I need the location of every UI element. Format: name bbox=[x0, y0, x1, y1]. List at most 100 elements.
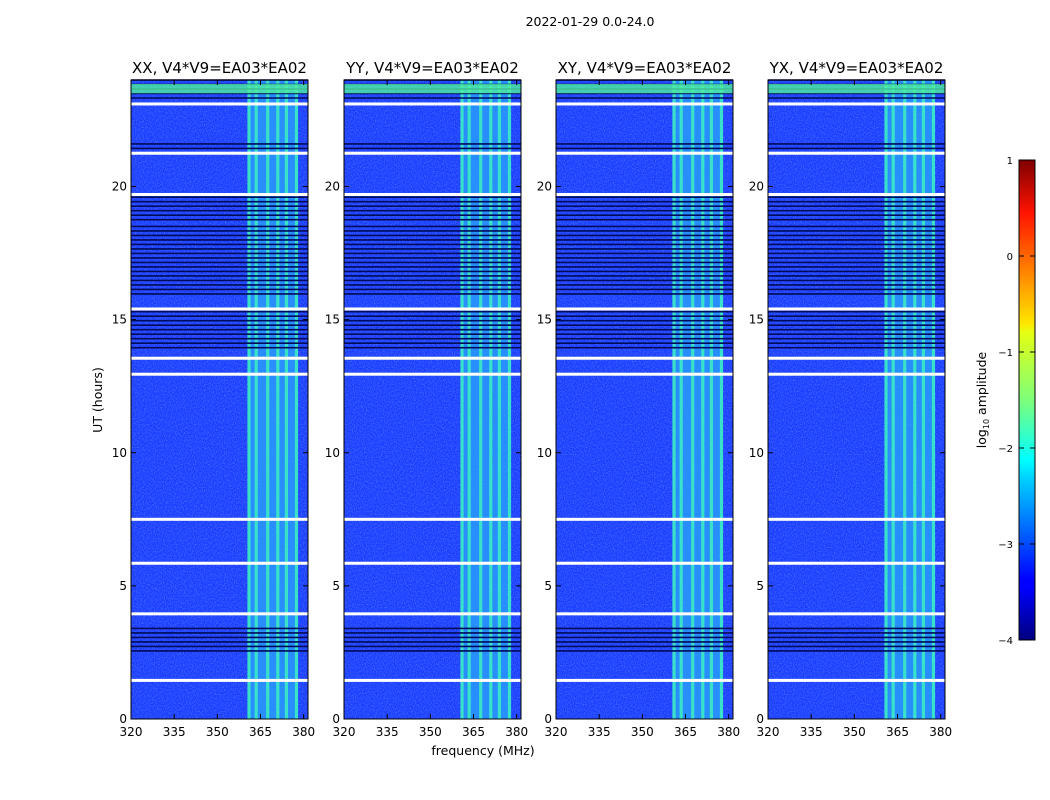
rfi-channel bbox=[921, 80, 926, 719]
colorbar-tick-label: 0 bbox=[1007, 252, 1013, 263]
flagged-row bbox=[131, 307, 308, 311]
flagged-row bbox=[768, 307, 945, 311]
colorbar-gradient bbox=[1018, 159, 1036, 641]
x-tick-label: 320 bbox=[120, 725, 143, 739]
colorbar-tick-label: −4 bbox=[998, 636, 1013, 647]
rfi-channel bbox=[247, 80, 251, 719]
flagged-row bbox=[344, 517, 521, 521]
y-tick-label: 5 bbox=[544, 579, 552, 593]
plot-frame bbox=[130, 79, 309, 720]
flagged-row bbox=[768, 102, 945, 106]
flagged-row bbox=[344, 612, 521, 616]
x-tick-label: 380 bbox=[505, 725, 528, 739]
plot-frame bbox=[343, 79, 522, 720]
panel-1: XX, V4*V9=EA03*EA02 320 335 350 365 380 0 5 10 15… bbox=[112, 59, 315, 739]
flagged-row bbox=[344, 151, 521, 155]
flagged-row bbox=[556, 192, 733, 196]
flagged-row bbox=[556, 561, 733, 565]
x-tick-label: 320 bbox=[545, 725, 568, 739]
panel-title: YX, V4*V9=EA03*EA02 bbox=[769, 59, 944, 77]
rfi-channel bbox=[507, 80, 512, 719]
flagged-row bbox=[344, 561, 521, 565]
y-tick-label: 10 bbox=[112, 446, 127, 460]
flagged-row bbox=[768, 356, 945, 360]
flagged-row bbox=[556, 517, 733, 521]
flagged-row bbox=[131, 517, 308, 521]
colorbar-ticks: 1 0 −1 −2 −3 −4 bbox=[998, 156, 1035, 647]
y-tick-label: 10 bbox=[749, 446, 764, 460]
rfi-channel bbox=[467, 80, 471, 719]
x-tick-label: 335 bbox=[588, 725, 611, 739]
y-tick-label: 0 bbox=[544, 712, 552, 726]
flagged-row bbox=[556, 678, 733, 682]
flagged-row bbox=[768, 561, 945, 565]
x-tick-label: 320 bbox=[757, 725, 780, 739]
y-tick-label: 0 bbox=[119, 712, 127, 726]
x-tick-label: 320 bbox=[333, 725, 356, 739]
colorbar-tick-label: −3 bbox=[998, 540, 1013, 551]
rfi-channel bbox=[884, 80, 888, 719]
rfi-channel bbox=[284, 80, 289, 719]
rfi-row bbox=[344, 83, 521, 94]
rfi-channel bbox=[719, 80, 724, 719]
colorbar-tick-label: 1 bbox=[1007, 156, 1013, 167]
rfi-channel bbox=[497, 80, 502, 719]
x-tick-label: 380 bbox=[929, 725, 952, 739]
rfi-channel bbox=[709, 80, 714, 719]
colorbar-tick-label: −2 bbox=[998, 444, 1013, 455]
colorbar-label-subscript: 10 bbox=[982, 419, 991, 429]
flagged-row bbox=[131, 561, 308, 565]
flagged-row bbox=[344, 192, 521, 196]
x-axis-label: frequency (MHz) bbox=[431, 743, 534, 758]
panel-title: YY, V4*V9=EA03*EA02 bbox=[345, 59, 519, 77]
flagged-row bbox=[768, 678, 945, 682]
figure-suptitle: 2022-01-29 0.0-24.0 bbox=[526, 14, 655, 29]
colorbar-label-amplitude: amplitude bbox=[974, 351, 989, 418]
rfi-channel bbox=[672, 80, 676, 719]
flagged-row bbox=[556, 307, 733, 311]
panel-title: XX, V4*V9=EA03*EA02 bbox=[132, 59, 307, 77]
y-axis-label: UT (hours) bbox=[90, 367, 105, 433]
panel-4: YX, V4*V9=EA03*EA02 320 335 350 365 380 0 5 10 15… bbox=[749, 59, 952, 739]
y-tick-label: 5 bbox=[332, 579, 340, 593]
flagged-row bbox=[556, 356, 733, 360]
x-tick-label: 380 bbox=[717, 725, 740, 739]
flagged-row bbox=[556, 612, 733, 616]
flagged-row bbox=[556, 102, 733, 106]
y-tick-label: 20 bbox=[112, 180, 127, 194]
flagged-row bbox=[556, 372, 733, 376]
y-tick-label: 10 bbox=[325, 446, 340, 460]
y-tick-label: 20 bbox=[749, 180, 764, 194]
rfi-channel bbox=[479, 80, 483, 719]
rfi-row bbox=[131, 83, 308, 94]
x-tick-label: 335 bbox=[376, 725, 399, 739]
colorbar-tick-label: −1 bbox=[998, 348, 1013, 359]
flagged-row bbox=[556, 151, 733, 155]
y-tick-label: 0 bbox=[332, 712, 340, 726]
heatmap-panels: XX, V4*V9=EA03*EA02 320 335 350 365 380 0 5 10 15… bbox=[112, 59, 952, 739]
rfi-channel bbox=[489, 80, 493, 719]
x-tick-label: 380 bbox=[292, 725, 315, 739]
x-tick-label: 335 bbox=[800, 725, 823, 739]
colorbar-label: log10 amplitude bbox=[974, 351, 991, 448]
flagged-row bbox=[768, 612, 945, 616]
flagged-row bbox=[131, 102, 308, 106]
x-tick-label: 350 bbox=[206, 725, 229, 739]
rfi-channel bbox=[891, 80, 895, 719]
rfi-channel bbox=[679, 80, 683, 719]
rfi-channel bbox=[266, 80, 270, 719]
flagged-row bbox=[131, 678, 308, 682]
colorbar-label-log: log bbox=[974, 429, 989, 448]
x-tick-label: 350 bbox=[843, 725, 866, 739]
rfi-row bbox=[556, 83, 733, 94]
x-tick-label: 335 bbox=[163, 725, 186, 739]
plot-frame bbox=[767, 79, 946, 720]
y-tick-label: 15 bbox=[749, 313, 764, 327]
flagged-row bbox=[131, 356, 308, 360]
rfi-channel bbox=[276, 80, 280, 719]
flagged-row bbox=[344, 102, 521, 106]
rfi-channel bbox=[691, 80, 695, 719]
y-tick-label: 20 bbox=[537, 180, 552, 194]
y-tick-label: 10 bbox=[537, 446, 552, 460]
